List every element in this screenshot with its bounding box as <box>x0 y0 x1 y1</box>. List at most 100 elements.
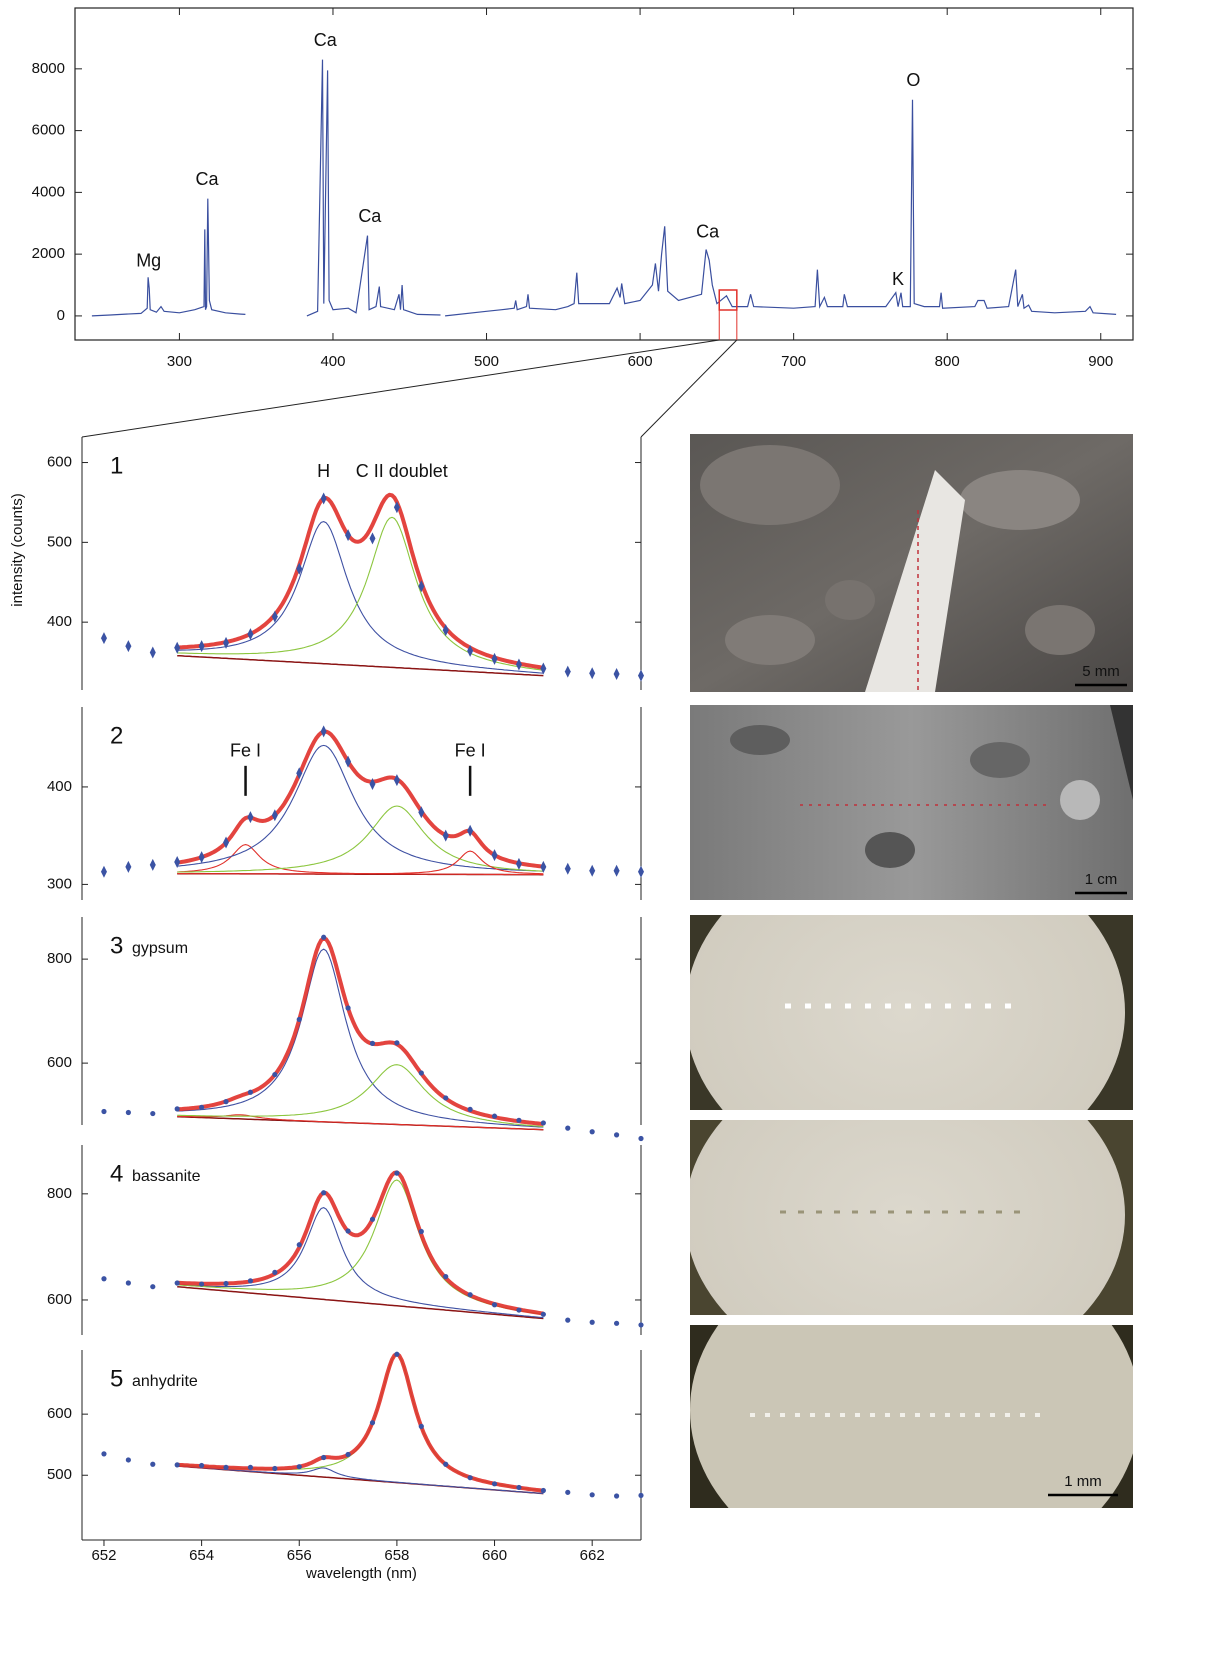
y-tick-label: 800 <box>47 1185 72 1202</box>
x-tick-label: 658 <box>384 1547 409 1564</box>
data-point <box>198 851 205 864</box>
panel-number: 4 <box>110 1160 123 1187</box>
fit-component <box>177 1206 544 1319</box>
fit-total <box>177 1351 544 1493</box>
y-tick-label: 400 <box>47 778 72 795</box>
data-point <box>443 1274 449 1280</box>
y-tick-label: 600 <box>47 1405 72 1422</box>
data-point <box>540 1487 546 1494</box>
data-point <box>369 778 376 791</box>
data-point <box>515 857 522 870</box>
y-tick-label: 600 <box>47 454 72 471</box>
x-tick-label: 652 <box>91 1547 116 1564</box>
baseline-fit <box>177 1285 544 1320</box>
data-point <box>345 529 352 542</box>
sample-name: gypsum <box>132 940 188 957</box>
zoom-connector <box>640 339 738 438</box>
data-point <box>565 1489 571 1495</box>
data-point <box>540 662 547 675</box>
data-point <box>613 668 620 681</box>
y-tick-label: 600 <box>47 1291 72 1308</box>
y-tick-label: 300 <box>47 875 72 892</box>
data-point <box>125 1457 131 1463</box>
data-point <box>540 1311 546 1317</box>
data-point <box>394 1170 400 1176</box>
zoom-connector <box>81 339 720 438</box>
data-point <box>100 632 107 645</box>
data-point <box>223 836 230 849</box>
photo-3 <box>690 915 1133 1110</box>
data-point <box>638 1135 644 1142</box>
data-point <box>199 1281 205 1287</box>
photo-5 <box>690 1325 1133 1508</box>
plot-frame <box>74 7 1134 341</box>
data-point <box>418 1423 424 1429</box>
data-point <box>369 1216 376 1222</box>
y-tick-label: 4000 <box>32 183 65 200</box>
data-point <box>296 562 303 575</box>
data-point <box>418 1070 424 1076</box>
data-point <box>150 1110 156 1117</box>
data-point <box>393 501 400 514</box>
panel-number: 3 <box>110 932 123 959</box>
data-point <box>199 1104 205 1110</box>
data-point <box>442 829 449 842</box>
data-point <box>345 1005 351 1011</box>
data-point <box>369 1420 376 1426</box>
data-point <box>320 492 327 505</box>
x-tick-label: 660 <box>482 1547 507 1564</box>
data-point <box>321 1190 327 1196</box>
y-tick-label: 400 <box>47 613 72 630</box>
peak-label: Ca <box>358 206 382 226</box>
fit-component <box>177 948 544 1128</box>
data-point <box>101 1108 107 1115</box>
data-point <box>394 1351 400 1357</box>
data-point <box>467 1475 473 1481</box>
fit-total <box>177 936 544 1126</box>
data-point <box>149 858 156 871</box>
data-point <box>589 667 596 680</box>
data-point <box>150 1461 156 1467</box>
data-point <box>223 1464 229 1470</box>
data-point <box>320 725 327 738</box>
fit-component <box>177 744 544 872</box>
data-point <box>564 862 571 875</box>
data-point <box>345 755 352 768</box>
data-point <box>174 855 181 868</box>
data-point <box>442 624 449 637</box>
y-tick-label: 800 <box>47 950 72 967</box>
data-point <box>589 1129 595 1135</box>
data-point <box>638 669 644 682</box>
data-point <box>174 1106 180 1112</box>
data-point <box>345 1228 351 1234</box>
x-tick-label: 656 <box>287 1547 312 1564</box>
data-point <box>369 532 376 545</box>
data-point <box>613 1320 620 1326</box>
data-point <box>638 1492 644 1499</box>
data-point <box>149 646 156 659</box>
data-point <box>418 580 425 593</box>
fit-component <box>177 516 544 671</box>
data-point <box>516 1484 522 1491</box>
fit-component <box>177 1064 544 1128</box>
data-point <box>491 1302 498 1308</box>
data-point <box>198 640 205 653</box>
data-point <box>125 1109 131 1116</box>
data-point <box>125 860 132 873</box>
y-tick-label: 8000 <box>32 60 65 77</box>
y-axis-label: intensity (counts) <box>9 493 26 606</box>
data-point <box>296 767 303 780</box>
data-point <box>589 864 596 877</box>
data-point <box>613 864 620 877</box>
x-tick-label: 300 <box>167 353 192 370</box>
data-point <box>223 636 230 649</box>
data-point <box>540 1120 546 1126</box>
fit-component <box>177 1465 544 1495</box>
data-point <box>174 1280 180 1286</box>
photo-2 <box>690 705 1133 900</box>
data-point <box>199 1462 205 1469</box>
y-tick-label: 2000 <box>32 245 65 262</box>
data-point <box>467 1106 473 1112</box>
panel-number: 2 <box>110 722 123 749</box>
data-point <box>247 811 254 824</box>
